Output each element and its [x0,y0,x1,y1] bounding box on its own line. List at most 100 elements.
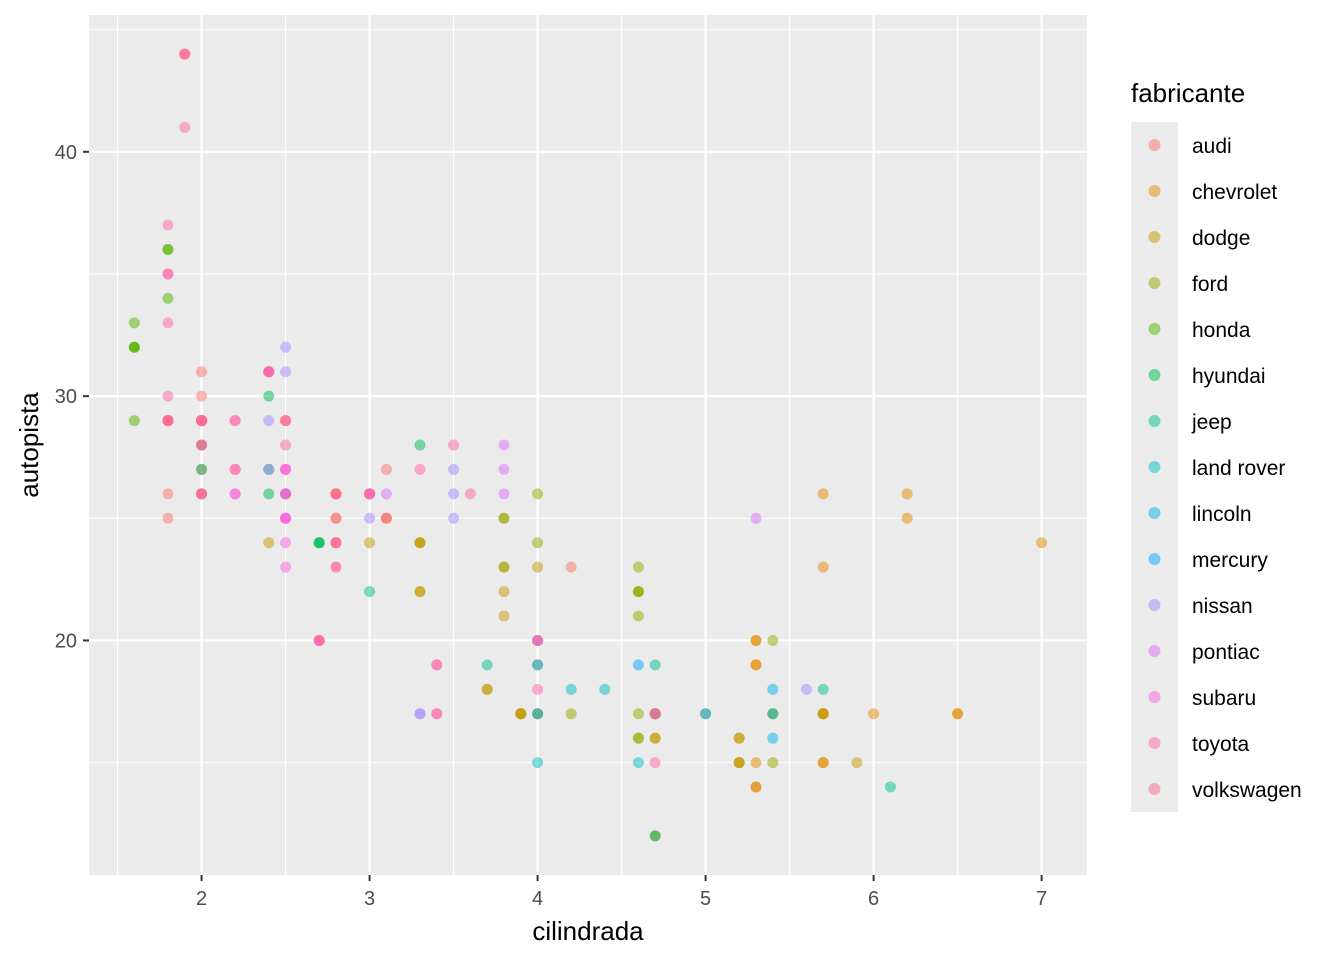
data-point-toyota [532,634,544,646]
data-point-audi [196,366,208,378]
data-point-mercury [532,659,544,671]
data-point-jeep [817,683,829,695]
legend-key-lincoln [1148,507,1161,519]
data-point-jeep [481,659,493,671]
data-point-dodge [498,610,510,622]
data-point-nissan [448,488,460,500]
data-point-dodge [498,586,510,598]
data-point-dodge [532,561,544,573]
data-point-ford [498,512,510,524]
data-point-ford [767,757,779,769]
data-point-toyota [162,268,174,280]
legend-label: toyota [1192,733,1250,756]
data-point-volkswagen [280,415,292,427]
legend-label: lincoln [1192,503,1252,526]
data-point-dodge [364,537,376,549]
legend-label: honda [1192,319,1251,342]
plot-panel [89,15,1087,875]
data-point-ford [565,708,577,720]
data-point-dodge [414,586,426,598]
data-point-mercury [700,708,712,720]
data-point-dodge [733,757,745,769]
data-point-toyota [431,708,443,720]
data-point-ford [767,634,779,646]
data-point-audi [162,488,174,500]
data-point-chevrolet [952,708,964,720]
data-point-volkswagen [280,439,292,451]
data-point-volkswagen [162,415,174,427]
data-point-toyota [431,659,443,671]
data-point-toyota [649,757,661,769]
data-point-volkswagen [179,121,191,133]
legend: fabricante audi chevrolet dodge ford honda hy… [1131,78,1302,812]
data-point-nissan [280,341,292,353]
legend-label: land rover [1192,457,1285,480]
data-point-subaru [229,488,241,500]
data-point-ford [632,586,644,598]
data-point-land-rover [632,757,644,769]
legend-key-jeep [1148,415,1161,427]
data-point-toyota [229,415,241,427]
x-tick-label: 7 [1036,888,1047,910]
legend-key-dodge [1148,231,1161,243]
data-point-nissan [414,708,426,720]
data-point-lincoln [767,732,779,744]
legend-key-toyota [1148,737,1161,749]
data-point-toyota [162,219,174,231]
data-point-honda [128,317,140,329]
legend-key-volkswagen [1148,783,1161,795]
data-point-jeep [649,830,661,842]
data-point-pontiac [498,439,510,451]
data-point-jeep [884,781,896,793]
y-tick-label: 20 [55,630,77,652]
legend-label: jeep [1191,411,1232,434]
data-point-chevrolet [750,659,762,671]
data-point-toyota [162,317,174,329]
data-point-chevrolet [901,512,913,524]
data-point-subaru [280,537,292,549]
data-point-mercury [632,659,644,671]
legend-key-ford [1148,277,1161,289]
data-point-dodge [817,708,829,720]
data-point-audi [380,512,392,524]
data-point-lincoln [767,683,779,695]
x-tick-label: 3 [364,888,375,910]
legend-label: mercury [1192,549,1268,572]
legend-label: chevrolet [1192,181,1277,204]
data-point-hyundai [196,463,208,475]
data-point-toyota [229,463,241,475]
data-point-audi [196,390,208,402]
data-point-jeep [364,586,376,598]
data-point-toyota [162,390,174,402]
data-point-volkswagen [330,537,342,549]
data-point-hyundai [414,439,426,451]
data-point-land-rover [599,683,611,695]
data-point-chevrolet [750,634,762,646]
data-point-subaru [280,463,292,475]
data-point-toyota [448,439,460,451]
legend-label: dodge [1192,227,1250,250]
y-axis: 20 30 40 [55,142,89,652]
x-tick-label: 4 [532,888,543,910]
grid-major [89,15,1087,875]
data-point-nissan [263,463,275,475]
data-point-ford [632,708,644,720]
data-point-chevrolet [817,561,829,573]
x-tick-label: 5 [700,888,711,910]
data-point-chevrolet [817,488,829,500]
data-point-chevrolet [1036,537,1048,549]
data-point-toyota [649,708,661,720]
legend-key-land-rover [1148,461,1161,473]
data-point-pontiac [750,512,762,524]
data-points [128,48,1048,842]
y-tick-label: 30 [55,386,77,408]
x-tick-label: 6 [868,888,879,910]
data-point-nissan [448,463,460,475]
data-point-chevrolet [901,488,913,500]
data-point-volkswagen [464,488,476,500]
legend-label: nissan [1192,595,1253,618]
data-point-volkswagen [330,561,342,573]
data-point-honda [128,341,140,353]
data-point-volkswagen [330,488,342,500]
